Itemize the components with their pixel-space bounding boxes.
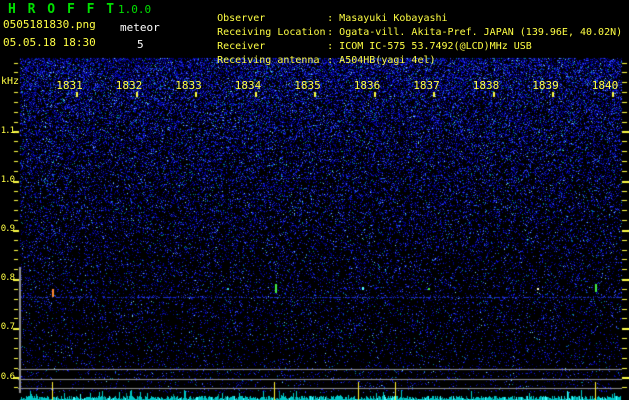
station-field-value: Ogata-vill. Akita-Pref. JAPAN (139.96E, … <box>339 27 623 38</box>
station-row-observer: Observer: Masayuki Kobayashi <box>181 2 622 24</box>
station-row-receiver: Receiver: ICOM IC-575 53.7492(@LCD)MHz U… <box>181 30 622 52</box>
station-field-label: Receiver <box>217 41 266 52</box>
output-filename: 0505181830.png <box>3 18 96 31</box>
colon-separator: : <box>327 27 340 38</box>
station-field-value: A504HB(yagi 4el) <box>339 55 436 66</box>
station-row-location: Receiving Location: Ogata-vill. Akita-Pr… <box>181 16 622 38</box>
station-field-label: Receiving Location <box>217 27 326 38</box>
meteor-count-label: meteor <box>120 21 160 34</box>
observation-datetime: 05.05.18 18:30 <box>3 36 96 49</box>
station-field-label: Receiving antenna <box>217 55 320 66</box>
station-info: Observer: Masayuki Kobayashi Receiving L… <box>181 2 622 66</box>
station-field-value: Masayuki Kobayashi <box>339 13 448 24</box>
colon-separator: : <box>327 13 340 24</box>
colon-separator: : <box>327 41 340 52</box>
colon-separator: : <box>327 55 340 66</box>
meteor-count-value: 5 <box>137 38 144 51</box>
app-title: H R O F F T <box>8 2 117 17</box>
station-row-antenna: Receiving antenna: A504HB(yagi 4el) <box>181 44 622 66</box>
app-version: 1.0.0 <box>118 3 152 16</box>
station-field-label: Observer <box>217 13 266 24</box>
station-field-value: ICOM IC-575 53.7492(@LCD)MHz USB <box>339 41 532 52</box>
